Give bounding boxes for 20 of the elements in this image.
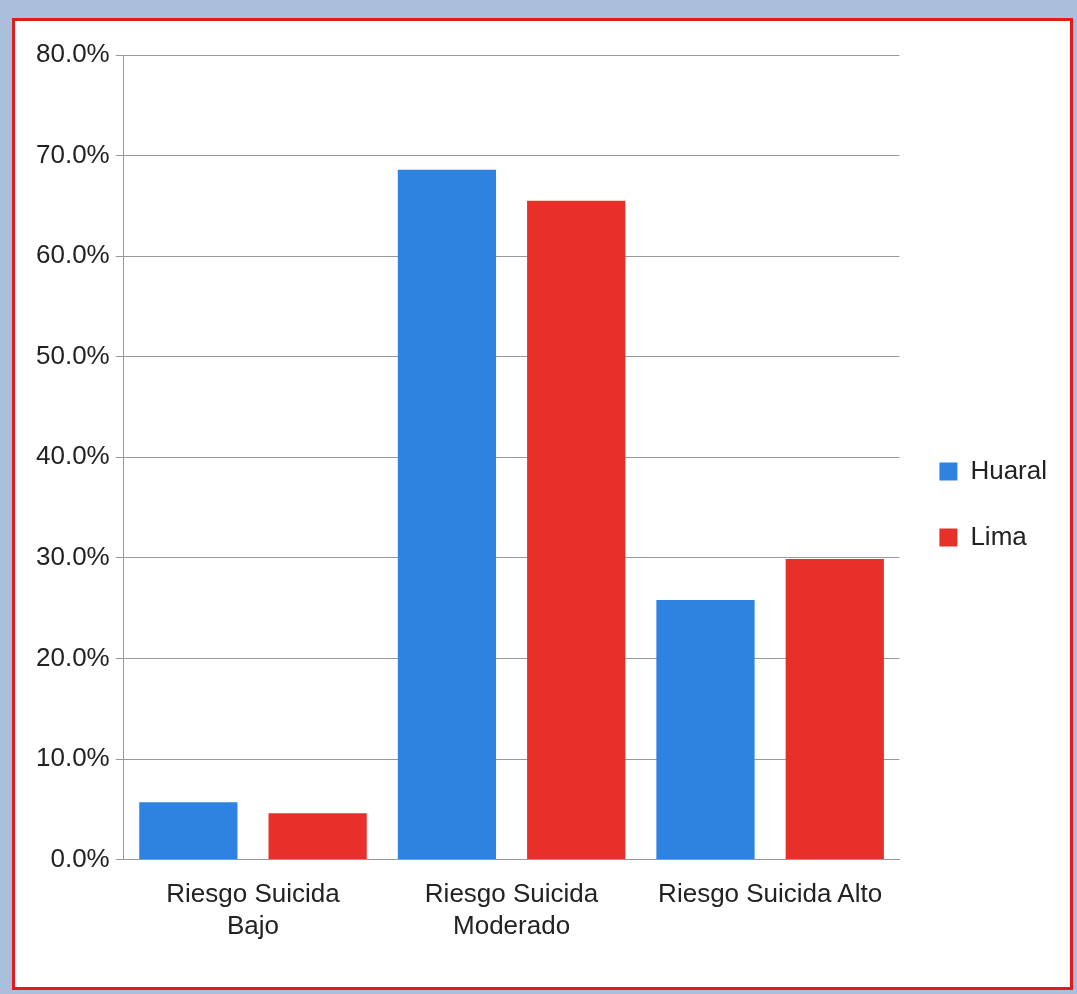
y-tick-label: 0.0% (50, 842, 110, 873)
y-tick-label: 60.0% (35, 239, 110, 270)
x-tick-label: Riesgo Suicida Bajo (166, 878, 341, 940)
legend-label: Huaral (970, 454, 1047, 485)
y-tick-label: 30.0% (35, 541, 110, 572)
bar (268, 813, 367, 860)
bar (656, 600, 755, 860)
y-tick-label: 80.0% (35, 38, 110, 69)
y-tick-label: 50.0% (35, 339, 110, 370)
bar (527, 200, 626, 860)
bar (397, 169, 497, 860)
y-tick-label: 20.0% (35, 641, 110, 672)
bar (785, 558, 884, 860)
y-tick-label: 40.0% (35, 440, 110, 471)
y-tick-label: 70.0% (35, 138, 110, 169)
x-tick-label: Riesgo Suicida Moderado (424, 878, 599, 940)
y-tick-label: 10.0% (35, 742, 110, 773)
bar (139, 802, 238, 860)
x-tick-label: Riesgo Suicida Alto (658, 878, 883, 909)
legend-label: Lima (970, 520, 1028, 551)
